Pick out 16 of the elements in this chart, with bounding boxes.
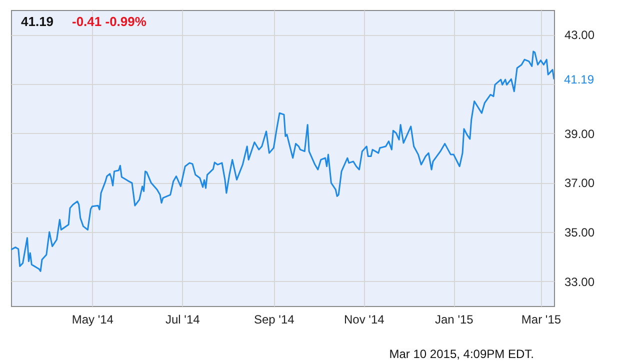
chart-title: 41.19 [21,14,54,29]
x-tick-label: May '14 [72,312,114,326]
x-tick-label: Nov '14 [344,312,385,326]
line-series [11,50,554,272]
y-tick-label: 43.00 [564,28,595,42]
x-tick-label: Sep '14 [254,312,295,326]
y-tick-label: 35.00 [564,226,595,240]
annotation: 41.19 [564,72,594,86]
y-tick-label: 39.00 [564,126,595,141]
x-tick-label: Jul '14 [166,312,200,326]
y-tick-label: 37.00 [564,176,595,190]
text: Mar 10 2015, 4:09PM EDT. [389,347,534,361]
x-tick-label: Jan '15 [435,312,474,326]
y-tick-label: 33.00 [564,274,595,289]
x-tick-label: Mar '15 [521,312,562,326]
chart-subtitle: -0.41 -0.99% [72,14,147,29]
